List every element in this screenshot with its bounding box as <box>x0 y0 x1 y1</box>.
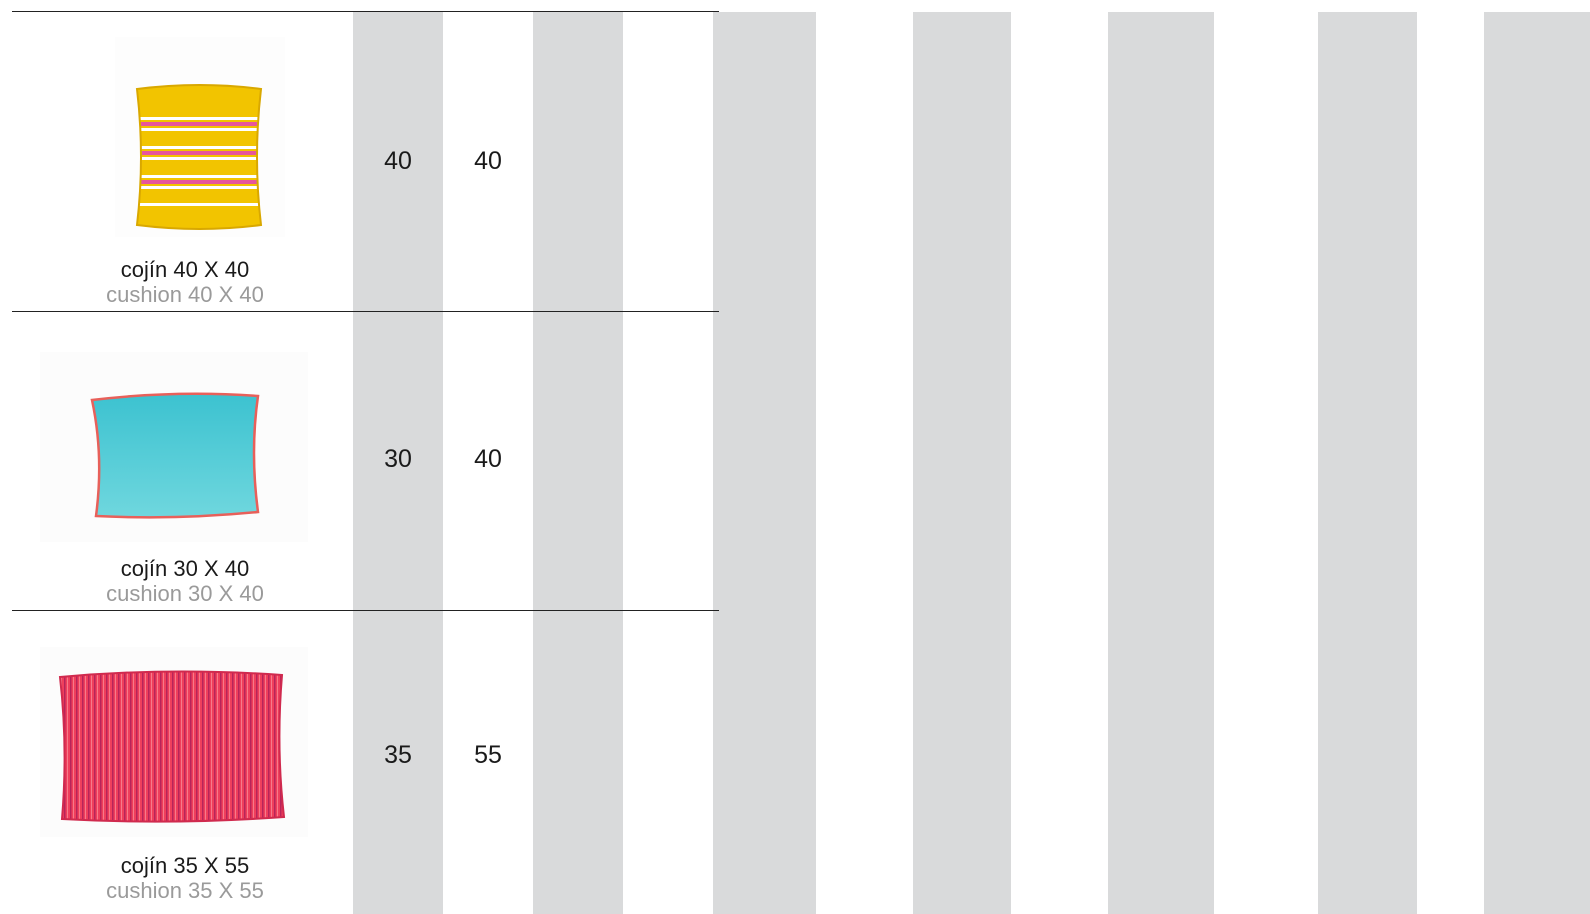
product-row: 40 40 cojín 40 X 40 cushion 40 X 40 <box>0 12 720 310</box>
row-divider-2 <box>12 610 719 611</box>
width-value: 40 <box>384 147 412 175</box>
turquoise-velvet-cushion-image <box>40 352 308 542</box>
height-value: 40 <box>474 445 502 473</box>
height-value: 40 <box>474 147 502 175</box>
column-band-1 <box>353 12 443 914</box>
product-row: 30 40 cojín 30 X 40 cushion 30 X 40 <box>0 312 720 610</box>
product-label-en: cushion 40 X 40 <box>106 282 264 307</box>
product-label-es: cojín 35 X 55 <box>120 853 250 878</box>
column-band-6 <box>1318 12 1417 914</box>
column-band-7 <box>1484 12 1590 914</box>
height-value: 55 <box>474 741 502 769</box>
product-label-es: cojín 30 X 40 <box>120 556 250 581</box>
product-label-en: cushion 30 X 40 <box>106 581 264 606</box>
product-label-es: cojín 40 X 40 <box>120 257 250 282</box>
coral-pinstripe-cushion-image <box>40 647 308 837</box>
product-row: 35 55 cojín 35 X 55 cushion 35 X 55 <box>0 612 720 910</box>
column-band-5 <box>1108 12 1214 914</box>
product-label-en: cushion 35 X 55 <box>106 878 264 903</box>
row-divider-top <box>12 11 719 12</box>
yellow-striped-cushion-image <box>115 37 285 237</box>
column-band-4 <box>913 12 1011 914</box>
width-value: 35 <box>384 741 412 769</box>
width-value: 30 <box>384 445 412 473</box>
column-band-2 <box>533 12 623 914</box>
column-band-3 <box>713 12 816 914</box>
row-divider-1 <box>12 311 719 312</box>
